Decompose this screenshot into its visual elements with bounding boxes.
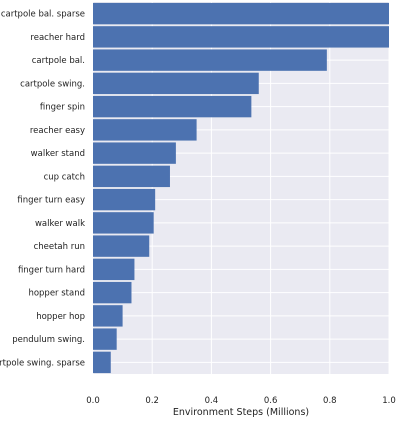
bar (93, 142, 176, 164)
y-tick-label: cartpole swing. (20, 79, 85, 89)
bar (93, 2, 389, 25)
bar (93, 165, 170, 188)
y-tick-label: walker walk (35, 219, 85, 229)
y-tick-label: hopper hop (36, 312, 85, 322)
y-tick-label: cartpole bal. (32, 56, 85, 66)
bar (93, 119, 197, 141)
y-tick-label: finger turn hard (18, 265, 85, 275)
bar-layer (93, 2, 389, 374)
y-tick-label: cartpole swing. sparse (0, 358, 85, 368)
bar (93, 351, 111, 374)
y-tick-label: pendulum swing. (12, 335, 85, 345)
bar (93, 26, 389, 48)
y-tick-label: finger spin (40, 103, 85, 113)
bar (93, 328, 117, 350)
bar (93, 212, 154, 234)
bar (93, 258, 135, 281)
y-tick-label: cup catch (44, 172, 85, 182)
x-tick-labels: 0.0 0.2 0.4 0.6 0.8 1.0 (86, 396, 396, 406)
bar (93, 281, 132, 304)
x-tick-label: 0.6 (264, 396, 278, 406)
x-tick-label: 1.0 (382, 396, 396, 406)
y-tick-label: cheetah run (34, 242, 85, 252)
y-tick-label: hopper stand (28, 289, 85, 299)
y-tick-label: finger turn easy (17, 196, 85, 206)
x-tick-label: 0.8 (323, 396, 337, 406)
y-tick-label: cartpole bal. sparse (1, 10, 85, 20)
bar (93, 305, 123, 327)
x-tick-label: 0.4 (205, 396, 219, 406)
y-tick-label: reacher hard (30, 33, 85, 43)
x-axis-label: Environment Steps (Millions) (173, 407, 309, 418)
bar (93, 188, 156, 211)
y-tick-label: reacher easy (30, 126, 85, 136)
x-tick-label: 0.0 (86, 396, 100, 406)
y-tick-label: walker stand (31, 149, 85, 159)
bar (93, 235, 150, 257)
bar (93, 49, 327, 71)
x-tick-label: 0.2 (145, 396, 159, 406)
y-tick-labels: cartpole bal. sparse reacher hard cartpole… (0, 10, 85, 369)
bar (93, 72, 259, 95)
bar (93, 95, 252, 118)
